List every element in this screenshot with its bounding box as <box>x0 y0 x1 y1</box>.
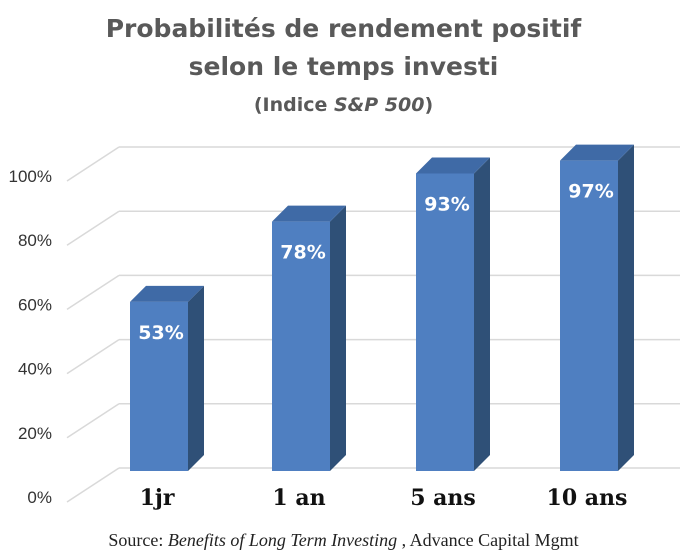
grid-diagonal <box>66 274 120 311</box>
bar <box>416 173 474 471</box>
y-tick-label: 100% <box>9 167 52 186</box>
data-label: 53% <box>138 322 183 344</box>
grid-diagonal <box>66 338 120 375</box>
bar-side <box>330 205 346 471</box>
chart-title-line2: selon le temps investi <box>188 52 499 81</box>
bar <box>560 160 618 471</box>
chart-title-line1: Probabilités de rendement positif <box>105 14 582 43</box>
chart-subtitle: (Indice S&P 500) <box>0 94 687 116</box>
source-suffix: , Advance Capital Mgmt <box>397 530 579 550</box>
subtitle-suffix: ) <box>424 94 434 116</box>
x-category-label: 5 ans <box>410 485 476 511</box>
source-note: Source: Benefits of Long Term Investing … <box>0 530 687 551</box>
bar <box>272 221 330 471</box>
grid-diagonal <box>66 403 120 439</box>
bar <box>130 301 188 471</box>
y-tick-label: 80% <box>18 231 52 250</box>
bar-top <box>416 157 490 174</box>
y-tick-label: 20% <box>18 424 52 443</box>
x-category-label: 1 an <box>272 485 325 511</box>
bar-chart: 0% 20% 40% 60% 80% 100% 53% 1jr 78% 1 an 93% 5 ans 9… <box>9 144 680 511</box>
grid-diagonal <box>66 210 120 246</box>
source-prefix: Source: <box>108 530 168 550</box>
y-tick-label: 0% <box>27 488 52 507</box>
bar-top <box>130 285 204 302</box>
data-label: 93% <box>424 193 469 215</box>
x-category-label: 1jr <box>140 485 175 511</box>
x-category-label: 10 ans <box>547 485 628 511</box>
bar-side <box>188 285 204 471</box>
grid-diagonal <box>66 467 120 503</box>
subtitle-prefix: (Indice <box>253 94 334 116</box>
bar-side <box>474 157 490 471</box>
bar-top <box>272 205 346 222</box>
data-label: 78% <box>280 242 325 264</box>
grid-diagonal <box>66 146 120 182</box>
data-label: 97% <box>568 181 613 203</box>
bar-top <box>560 144 634 161</box>
source-title: Benefits of Long Term Investing <box>167 530 398 550</box>
bar-side <box>618 144 634 471</box>
subtitle-index: S&P 500 <box>334 94 425 116</box>
y-tick-label: 60% <box>18 295 52 314</box>
y-tick-label: 40% <box>18 360 52 379</box>
